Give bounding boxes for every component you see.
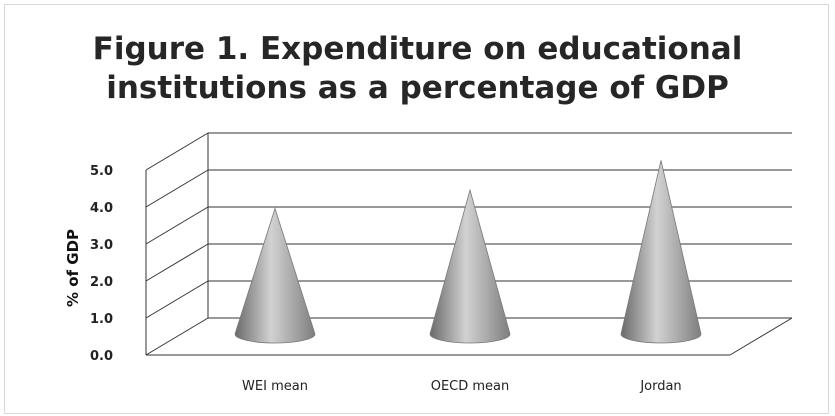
- cone-bar: [620, 160, 702, 344]
- gridline-side: [145, 206, 209, 245]
- floor-right-edge: [729, 317, 793, 356]
- gridline-side: [145, 169, 209, 208]
- cone-bar: [234, 207, 316, 344]
- cone-body: [429, 188, 511, 344]
- cone-body: [620, 160, 702, 344]
- x-category-label: Jordan: [639, 379, 681, 394]
- x-category-label: WEI mean: [242, 379, 308, 394]
- y-tick-label: 3.0: [90, 238, 113, 253]
- y-tick-label: 4.0: [90, 201, 113, 216]
- chart-title-line-2: institutions as a percentage of GDP: [106, 70, 729, 106]
- gridline-side: [145, 280, 209, 319]
- gridline-side: [145, 132, 209, 171]
- y-tick-labels: 0.0 1.0 2.0 3.0 4.0 5.0: [90, 164, 113, 364]
- y-tick-label: 5.0: [90, 164, 113, 179]
- cone-series: [234, 160, 702, 344]
- chart-title: Figure 1. Expenditure on educational ins…: [0, 30, 835, 108]
- y-tick-label: 0.0: [90, 349, 113, 364]
- cone-body: [234, 207, 316, 344]
- y-tick-label: 1.0: [90, 312, 113, 327]
- y-tick-label: 2.0: [90, 275, 113, 290]
- chart-frame: [4, 4, 829, 414]
- cone-bar: [429, 188, 511, 344]
- chart-title-line-1: Figure 1. Expenditure on educational: [92, 31, 743, 67]
- gridline-side: [145, 243, 209, 282]
- gridline-side: [145, 317, 209, 356]
- x-category-labels: WEI mean OECD mean Jordan: [242, 379, 682, 394]
- x-category-label: OECD mean: [431, 379, 510, 394]
- y-axis-label: % of GDP: [64, 229, 82, 307]
